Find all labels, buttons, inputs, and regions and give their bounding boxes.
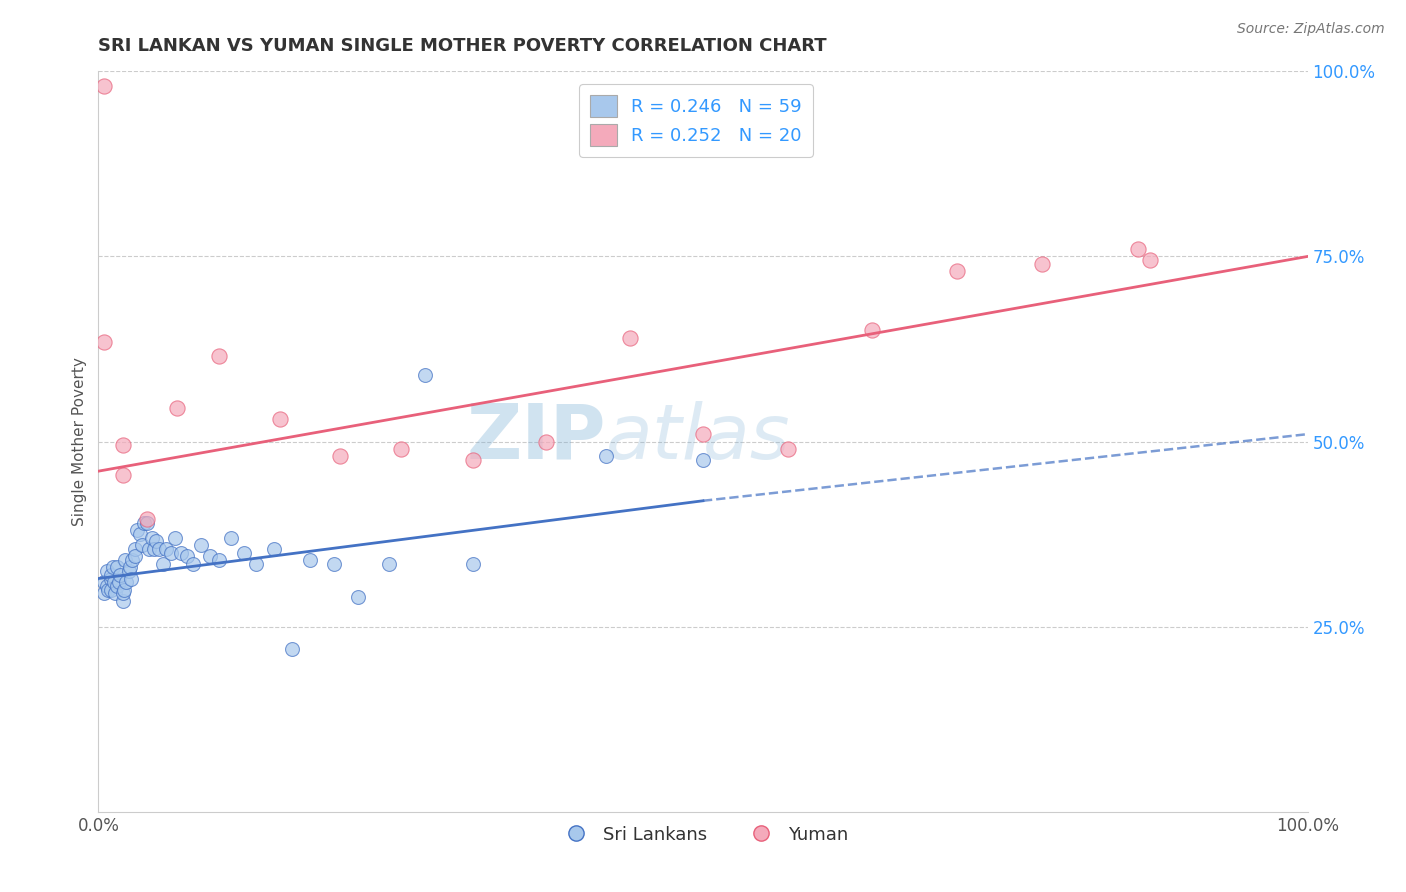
Point	[112, 582, 135, 597]
Point	[121, 553, 143, 567]
Point	[1128, 242, 1150, 256]
Text: Source: ZipAtlas.com: Source: ZipAtlas.com	[1237, 22, 1385, 37]
Point	[1031, 257, 1053, 271]
Point	[329, 450, 352, 464]
Point	[135, 516, 157, 530]
Point	[198, 549, 221, 564]
Point	[96, 564, 118, 578]
Point	[232, 546, 254, 560]
Text: atlas: atlas	[606, 401, 790, 475]
Point	[148, 541, 170, 556]
Point	[108, 575, 131, 590]
Point	[96, 579, 118, 593]
Point	[105, 560, 128, 574]
Point	[143, 541, 166, 556]
Point	[105, 579, 128, 593]
Point	[163, 531, 186, 545]
Point	[93, 586, 115, 600]
Point	[413, 368, 436, 382]
Point	[104, 586, 127, 600]
Point	[181, 557, 204, 571]
Point	[100, 582, 122, 597]
Point	[93, 79, 115, 94]
Point	[299, 553, 322, 567]
Point	[595, 450, 617, 464]
Point	[134, 516, 156, 530]
Point	[111, 438, 134, 452]
Point	[131, 538, 153, 552]
Point	[152, 557, 174, 571]
Point	[114, 553, 136, 567]
Point	[776, 442, 799, 456]
Point	[269, 412, 291, 426]
Point	[946, 264, 969, 278]
Point	[377, 557, 399, 571]
Point	[100, 572, 122, 586]
Point	[176, 549, 198, 564]
Point	[101, 560, 124, 574]
Text: SRI LANKAN VS YUMAN SINGLE MOTHER POVERTY CORRELATION CHART: SRI LANKAN VS YUMAN SINGLE MOTHER POVERT…	[98, 37, 827, 54]
Point	[692, 427, 714, 442]
Point	[141, 531, 163, 545]
Point	[221, 531, 243, 545]
Point	[93, 575, 115, 590]
Point	[124, 549, 146, 564]
Point	[534, 434, 557, 449]
Point	[128, 527, 150, 541]
Point	[135, 512, 157, 526]
Point	[115, 575, 138, 590]
Point	[1139, 253, 1161, 268]
Point	[155, 541, 177, 556]
Point	[692, 453, 714, 467]
Point	[208, 553, 231, 567]
Point	[463, 557, 485, 571]
Point	[111, 593, 134, 607]
Point	[138, 541, 160, 556]
Point	[127, 524, 149, 538]
Point	[103, 575, 125, 590]
Point	[619, 331, 641, 345]
Point	[111, 467, 134, 482]
Point	[166, 401, 188, 416]
Point	[463, 453, 485, 467]
Point	[118, 564, 141, 578]
Point	[190, 538, 212, 552]
Point	[111, 586, 134, 600]
Point	[389, 442, 412, 456]
Point	[108, 567, 131, 582]
Point	[120, 572, 142, 586]
Point	[208, 350, 231, 364]
Point	[263, 541, 285, 556]
Legend: Sri Lankans, Yuman: Sri Lankans, Yuman	[550, 818, 856, 851]
Point	[347, 590, 370, 604]
Point	[124, 541, 146, 556]
Point	[281, 641, 304, 656]
Point	[118, 560, 141, 574]
Point	[93, 334, 115, 349]
Point	[169, 546, 191, 560]
Point	[245, 557, 267, 571]
Point	[145, 534, 167, 549]
Y-axis label: Single Mother Poverty: Single Mother Poverty	[72, 357, 87, 526]
Point	[160, 546, 183, 560]
Point	[323, 557, 346, 571]
Point	[860, 324, 883, 338]
Text: ZIP: ZIP	[467, 401, 606, 475]
Point	[100, 567, 122, 582]
Point	[97, 582, 120, 597]
